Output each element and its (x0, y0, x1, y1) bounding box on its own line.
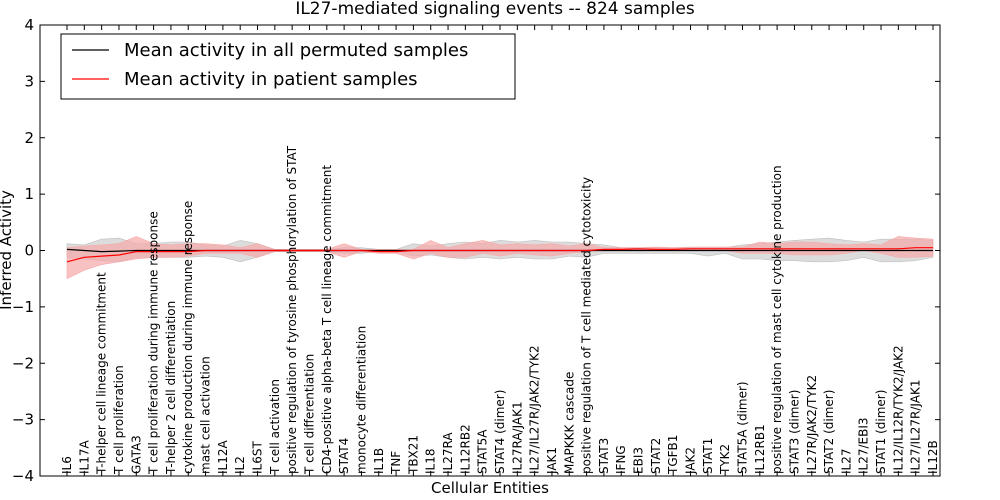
x-tick-label: TNF (389, 451, 403, 475)
y-tick-label: −1 (12, 298, 34, 316)
y-tick-label: 2 (24, 129, 34, 147)
x-tick-label: STAT4 (dimer) (493, 390, 507, 474)
x-tick-label: IFNG (614, 445, 628, 474)
x-tick-label: STAT1 (701, 438, 715, 474)
x-tick-label: TBX21 (406, 435, 420, 475)
y-tick-label: 0 (24, 242, 34, 260)
x-axis-label: Cellular Entities (431, 479, 549, 497)
x-tick-label: IL1B (372, 448, 386, 474)
x-tick-label: STAT3 (597, 438, 611, 474)
x-tick-label: IL12B (926, 440, 940, 474)
x-tick-label: TGFB1 (666, 435, 680, 475)
x-tick-label: STAT5A (476, 429, 490, 474)
x-tick-label: IL12A (216, 440, 230, 474)
x-tick-label: STAT1 (dimer) (874, 390, 888, 474)
x-tick-label: T-helper cell lineage commitment (95, 272, 109, 475)
x-tick-label: TYK2 (718, 444, 732, 475)
x-tick-label: IL12/IL12R/TYK2/JAK2 (891, 345, 905, 474)
chart-title: IL27-mediated signaling events -- 824 sa… (295, 0, 695, 19)
x-tick-label: IL12RB1 (753, 424, 767, 474)
x-tick-label: T cell proliferation during immune respo… (147, 211, 161, 475)
y-tick-label: −3 (12, 411, 34, 429)
x-tick-label: IL6 (60, 456, 74, 474)
legend-box (60, 33, 516, 100)
x-tick-label: JAK1 (545, 447, 559, 475)
x-tick-label: JAK2 (684, 447, 698, 475)
x-tick-label: EBI3 (632, 447, 646, 474)
x-tick-label: positive regulation of tyrosine phosphor… (285, 145, 299, 474)
x-tick-label: T-helper 2 cell differentiation (164, 301, 178, 475)
x-tick-label: IL27/IL27R/JAK2/TYK2 (528, 345, 542, 474)
x-tick-label: IL27R/JAK2/TYK2 (805, 375, 819, 474)
y-tick-label: 4 (24, 16, 34, 34)
legend: Mean activity in all permuted samples Me… (60, 33, 516, 100)
x-tick-label: STAT2 (dimer) (822, 390, 836, 474)
x-tick-label: GATA3 (129, 435, 143, 474)
x-tick-label: IL12RB2 (458, 424, 472, 474)
x-tick-label: MAPKKK cascade (562, 372, 576, 474)
x-tick-label: STAT3 (dimer) (787, 390, 801, 474)
x-tick-label: cytokine production during immune respon… (181, 201, 195, 474)
x-tick-label: IL27/IL27R/JAK1 (909, 380, 923, 474)
x-tick-label: IL27/EBI3 (857, 417, 871, 474)
x-tick-label: STAT5A (dimer) (736, 381, 750, 474)
x-tick-label: IL18 (424, 449, 438, 475)
x-tick-label: T cell differentiation (303, 354, 317, 475)
y-tick-label: 3 (24, 72, 34, 90)
x-tick-label: positive regulation of T cell mediated c… (580, 177, 594, 474)
x-tick-label: IL17A (77, 440, 91, 474)
x-tick-label: IL27RA (441, 432, 455, 474)
x-tick-label: IL6ST (251, 441, 265, 474)
y-tick-label: −2 (12, 354, 34, 372)
patient-band (66, 236, 934, 280)
x-axis-ticks: IL6 IL17A T-helper cell lineage commitment… (60, 25, 940, 476)
x-tick-label: T cell proliferation (112, 365, 126, 475)
legend-label-permuted: Mean activity in all permuted samples (124, 40, 468, 61)
x-tick-label: positive regulation of mast cell cytokin… (770, 165, 784, 474)
x-tick-label: IL2 (233, 456, 247, 474)
y-tick-label: −4 (12, 467, 34, 485)
y-axis-label: Inferred Activity (0, 190, 15, 310)
patient-line (66, 247, 933, 263)
legend-label-patient: Mean activity in patient samples (124, 69, 418, 90)
x-tick-label: STAT4 (337, 438, 351, 474)
confidence-bands (66, 236, 934, 280)
x-tick-label: CD4-positive alpha-beta T cell lineage c… (320, 165, 334, 474)
x-tick-label: mast cell activation (199, 356, 213, 474)
series-lines (66, 247, 933, 263)
x-tick-label: IL27RA/JAK1 (510, 401, 524, 474)
x-tick-label: IL27 (839, 449, 853, 475)
x-tick-label: monocyte differentiation (354, 326, 368, 474)
x-tick-label: STAT2 (649, 438, 663, 474)
x-tick-label: T cell activation (268, 379, 282, 475)
y-axis-ticks: 4 3 2 1 0 −1 −2 −3 −4 (12, 16, 940, 485)
y-tick-label: 1 (24, 185, 34, 203)
